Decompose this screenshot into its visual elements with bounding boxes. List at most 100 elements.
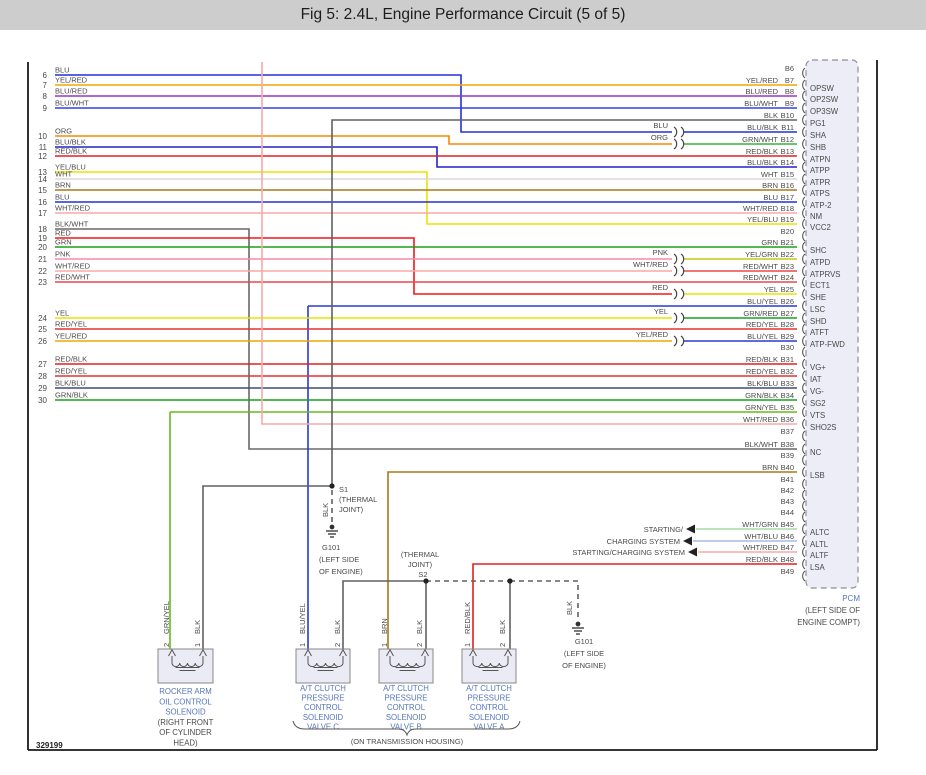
pcm-pin-wire-label-B25: YEL [764, 285, 778, 294]
ground-g101-left-id: G101 [322, 543, 340, 552]
pcm-pin-signal-B31: VG+ [810, 363, 826, 372]
inline-splice-symbol-2 [673, 253, 685, 265]
joint-s1-line2: JOINT) [339, 505, 364, 514]
pcm-pin-signal-B32: IAT [810, 375, 822, 384]
pcm-pin-signal-B13: ATPN [810, 155, 830, 164]
component-label-at-clutch-pressure-control-solenoid-valve-a-0: A/T CLUTCH [466, 684, 512, 693]
pcm-pin-wire-label-B8: BLU/RED [745, 87, 778, 96]
pcm-pin-wire-label-B31: RED/BLK [746, 355, 778, 364]
component-label-at-clutch-pressure-control-solenoid-valve-a-3: SOLENOID [469, 713, 510, 722]
pcm-pin-signal-B27: SHD [810, 317, 827, 326]
wire-color-label-9: BLU/WHT [55, 99, 89, 108]
pcm-pin-bracket-B26 [802, 300, 806, 312]
pcm-pin-wire-label-B47: WHT/RED [743, 543, 779, 552]
pcm-pin-id-B19: B19 [781, 215, 794, 224]
pcm-pin-bracket-B38 [802, 443, 806, 455]
pcm-pin-signal-B46: ALTL [810, 540, 829, 549]
pcm-pin-wire-label-B29: BLU/YEL [747, 332, 778, 341]
component-label-at-clutch-pressure-control-solenoid-valve-c-3: SOLENOID [303, 713, 344, 722]
pcm-pin-signal-B35: VTS [810, 411, 825, 420]
pcm-pin-id-B32: B32 [781, 367, 794, 376]
component-pin-arrow-at-clutch-pressure-control-solenoid-valve-b-1 [386, 648, 394, 657]
pcm-pin-id-B38: B38 [781, 440, 794, 449]
pcm-pin-bracket-B49 [802, 570, 806, 582]
pcm-pin-signal-B14: ATPP [810, 166, 830, 175]
pcm-pin-bracket-B29 [802, 335, 806, 347]
junction-dot-0 [329, 483, 335, 489]
wire-color-label-22: WHT/RED [55, 262, 91, 271]
pcm-pin-wire-label-B36: WHT/RED [743, 415, 779, 424]
wire-label-blk-g101-right: BLK [565, 601, 574, 615]
joint-s1-line1: (THERMAL [339, 495, 377, 504]
pcm-pin-id-B39: B39 [781, 451, 794, 460]
wire-color-label-16: BLU [55, 193, 70, 202]
wire-10-org [55, 135, 672, 145]
ground-dot-1 [575, 621, 581, 627]
pcm-pin-bracket-B32 [802, 370, 806, 382]
pcm-pin-bracket-B15 [802, 173, 806, 185]
splice-label-whtred: WHT/RED [633, 260, 669, 269]
pcm-pin-signal-B21: SHC [810, 246, 827, 255]
wire-13-yelblu [55, 171, 797, 225]
pcm-pin-signal-B33: VG- [810, 387, 824, 396]
pcm-pin-wire-label-B18: WHT/RED [743, 204, 779, 213]
component-pin-number-rocker-arm-oil-control-solenoid-2: 2 [162, 643, 171, 647]
pcm-pin-wire-label-B23: RED/WHT [743, 262, 778, 271]
pcm-pin-id-B47: B47 [781, 543, 794, 552]
component-label-rocker-arm-oil-control-solenoid-2: SOLENOID [165, 708, 206, 717]
pcm-pin-id-B28: B28 [781, 320, 794, 329]
pcm-pin-bracket-B27 [802, 312, 806, 324]
circuit-number-16: 16 [38, 198, 47, 207]
pcm-pin-bracket-B11 [802, 126, 806, 138]
component-pin-wire-label-at-clutch-pressure-control-solenoid-valve-c-1: BLU/YEL [298, 603, 307, 634]
pcm-pin-bracket-B20 [802, 230, 806, 242]
wire-color-label-7: YEL/RED [55, 76, 88, 85]
pcm-pin-wire-label-B11: BLU/BLK [747, 123, 778, 132]
joint-s2-line1: (THERMAL [401, 550, 439, 559]
wire-valvec-blk [342, 580, 426, 649]
wire-color-label-30: GRN/BLK [55, 391, 88, 400]
pcm-pin-id-B15: B15 [781, 170, 794, 179]
transmission-housing-label: (ON TRANSMISSION HOUSING) [351, 737, 464, 746]
pcm-pin-wire-label-B12: GRN/WHT [742, 135, 778, 144]
joint-s2-id: S2 [418, 570, 427, 579]
component-label-at-clutch-pressure-control-solenoid-valve-a-2: CONTROL [470, 703, 509, 712]
circuit-number-18: 18 [38, 225, 47, 234]
ground-g101-left-line2: OF ENGINE) [319, 567, 363, 576]
pcm-pin-signal-B47: ALTF [810, 551, 829, 560]
pcm-pin-bracket-B39 [802, 454, 806, 466]
circuit-number-20: 20 [38, 243, 47, 252]
pcm-pin-bracket-B45 [802, 523, 806, 535]
inline-splice-symbol-1 [673, 138, 685, 150]
component-label-rocker-arm-oil-control-solenoid-1: OIL CONTROL [159, 697, 212, 706]
circuit-number-9: 9 [43, 104, 48, 113]
component-pin-wire-label-rocker-arm-oil-control-solenoid-1: BLK [193, 620, 202, 634]
pcm-pin-id-B35: B35 [781, 403, 794, 412]
pcm-pin-wire-label-B7: YEL/RED [746, 76, 779, 85]
pcm-pin-signal-B7: OPSW [810, 84, 834, 93]
pcm-pin-signal-B8: OP2SW [810, 95, 839, 104]
pcm-pin-id-B9: B9 [785, 99, 794, 108]
pcm-pin-signal-B25: SHE [810, 293, 826, 302]
pcm-pin-wire-label-B46: WHT/BLU [744, 532, 778, 541]
wire-19-red [55, 237, 672, 295]
pcm-pin-wire-label-B40: BRN [762, 463, 778, 472]
pcm-pin-id-B30: B30 [781, 343, 794, 352]
component-pin-number-at-clutch-pressure-control-solenoid-valve-b-2: 2 [415, 643, 424, 647]
wire-label-blk-s1: BLK [321, 503, 330, 517]
solenoid-coil-symbol-at-clutch-pressure-control-solenoid-valve-b [389, 656, 426, 668]
component-pin-arrow-at-clutch-pressure-control-solenoid-valve-a-1 [469, 648, 477, 657]
circuit-number-13: 13 [38, 168, 47, 177]
circuit-number-7: 7 [43, 81, 48, 90]
pcm-pin-signal-B9: OP3SW [810, 107, 839, 116]
splice-label-yelred: YEL/RED [636, 330, 669, 339]
pcm-pin-signal-B34: SG2 [810, 399, 826, 408]
component-label-at-clutch-pressure-control-solenoid-valve-b-3: SOLENOID [386, 713, 427, 722]
junction-dot-1 [423, 578, 429, 584]
ground-g101-right-id: G101 [575, 637, 593, 646]
component-pin-wire-label-at-clutch-pressure-control-solenoid-valve-a-1: RED/BLK [463, 602, 472, 634]
component-pin-wire-label-rocker-arm-oil-control-solenoid-2: GRN/YEL [162, 601, 171, 634]
pcm-pin-id-B6: B6 [785, 64, 794, 73]
circuit-number-21: 21 [38, 255, 47, 264]
pcm-pin-bracket-B25 [802, 288, 806, 300]
